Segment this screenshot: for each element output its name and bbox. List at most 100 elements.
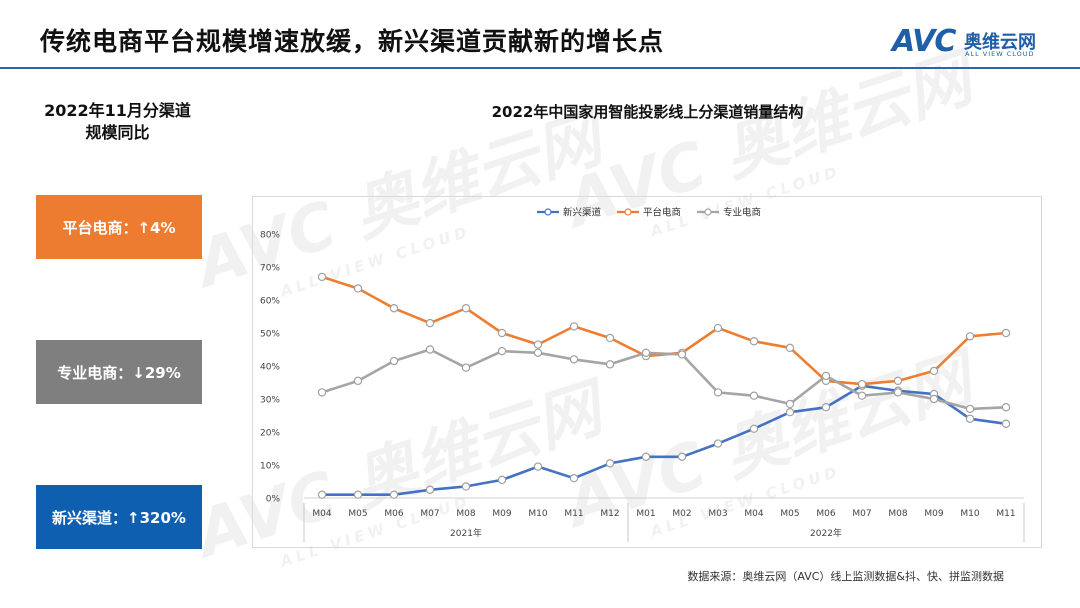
- data-point: [497, 346, 507, 356]
- data-point: [533, 348, 543, 357]
- header-divider: [0, 67, 1080, 69]
- data-point: [893, 376, 903, 386]
- y-tick-label: 40%: [260, 363, 280, 373]
- x-tick-label: M10: [528, 509, 547, 519]
- data-point: [605, 333, 615, 343]
- data-point: [677, 350, 687, 359]
- group-label: 2022年: [810, 527, 842, 539]
- data-point: [893, 388, 903, 397]
- x-tick-label: M06: [384, 509, 403, 519]
- x-tick-label: M08: [888, 509, 907, 519]
- data-point: [1001, 403, 1011, 412]
- y-tick-label: 20%: [260, 429, 280, 439]
- data-point: [641, 452, 651, 461]
- professional-ecommerce-box: 专业电商：↓29%: [36, 340, 202, 404]
- data-point: [389, 490, 399, 499]
- data-point: [497, 475, 507, 485]
- series-line: [320, 348, 1008, 411]
- data-point: [533, 462, 543, 471]
- x-tick-label: M08: [456, 509, 475, 519]
- data-point: [569, 474, 579, 483]
- data-point: [317, 388, 327, 397]
- data-point: [497, 328, 507, 338]
- data-point: [857, 391, 867, 400]
- data-point: [353, 284, 363, 293]
- data-point: [929, 366, 939, 376]
- y-tick-label: 70%: [260, 264, 280, 274]
- data-point: [461, 482, 471, 491]
- x-tick-label: M04: [312, 509, 331, 519]
- x-tick-label: M03: [708, 509, 727, 519]
- data-point: [1001, 328, 1011, 338]
- data-point: [749, 337, 759, 346]
- data-point: [857, 379, 867, 389]
- y-tick-label: 80%: [260, 231, 280, 241]
- data-source: 数据来源：奥维云网（AVC）线上监测数据&抖、快、拼监测数据: [687, 570, 1004, 583]
- series-line: [320, 384, 1008, 497]
- x-tick-label: M04: [744, 509, 763, 519]
- data-point: [749, 391, 759, 400]
- data-point: [785, 407, 795, 417]
- data-point: [317, 490, 327, 499]
- data-point: [821, 371, 831, 381]
- data-point: [569, 322, 579, 331]
- data-point: [821, 403, 831, 412]
- data-point: [713, 323, 723, 333]
- page-title: 传统电商平台规模增速放缓，新兴渠道贡献新的增长点: [40, 27, 665, 56]
- logo-en: ALL VIEW CLOUD: [965, 50, 1035, 58]
- data-point: [677, 452, 687, 461]
- y-tick-label: 0%: [266, 495, 281, 505]
- data-point: [605, 459, 615, 468]
- data-point: [353, 376, 363, 386]
- group-label: 2021年: [450, 527, 482, 539]
- x-tick-label: M09: [924, 509, 943, 519]
- y-tick-label: 50%: [260, 330, 280, 340]
- x-tick-label: M07: [852, 509, 871, 519]
- data-point: [461, 363, 471, 372]
- legend-label: 平台电商: [643, 207, 681, 219]
- chart-frame: [252, 196, 1042, 548]
- data-point: [965, 414, 975, 423]
- data-point: [785, 399, 795, 409]
- legend-label: 新兴渠道: [563, 207, 602, 219]
- data-point: [605, 360, 615, 369]
- legend-marker: [624, 208, 632, 216]
- x-tick-label: M07: [420, 509, 439, 519]
- x-tick-label: M11: [996, 509, 1015, 519]
- y-tick-label: 30%: [260, 396, 280, 406]
- legend-marker: [544, 208, 552, 216]
- x-tick-label: M10: [960, 509, 979, 519]
- data-point: [425, 485, 435, 494]
- data-point: [533, 340, 543, 349]
- chart-title: 2022年中国家用智能投影线上分渠道销量结构: [491, 103, 804, 121]
- data-point: [461, 304, 471, 313]
- data-point: [389, 304, 399, 313]
- data-point: [569, 355, 579, 364]
- x-tick-label: M06: [816, 509, 835, 519]
- logo-cn: 奥维云网: [964, 32, 1036, 53]
- data-point: [317, 272, 327, 282]
- y-tick-label: 10%: [260, 462, 280, 472]
- data-point: [965, 404, 975, 414]
- data-point: [713, 388, 723, 397]
- data-point: [749, 424, 759, 433]
- x-tick-label: M11: [564, 509, 583, 519]
- emerging-channel-box: 新兴渠道：↑320%: [36, 485, 202, 549]
- logo-mark: AVC: [892, 24, 956, 59]
- x-tick-label: M05: [780, 509, 799, 519]
- legend-label: 专业电商: [723, 207, 761, 219]
- x-tick-label: M05: [348, 509, 367, 519]
- data-point: [713, 439, 723, 448]
- data-point: [785, 343, 795, 353]
- x-tick-label: M12: [600, 509, 619, 519]
- y-tick-label: 60%: [260, 297, 280, 307]
- data-point: [929, 394, 939, 404]
- line-chart: 0% 10% 20% 30% 40% 50% 60% 70% 80% M04 M05 M06 M07 M0…: [260, 207, 1025, 542]
- data-point: [965, 332, 975, 341]
- data-point: [389, 356, 399, 366]
- x-tick-label: M01: [636, 509, 655, 519]
- data-point: [425, 345, 435, 354]
- data-point: [1001, 419, 1011, 428]
- data-point: [641, 348, 651, 357]
- side-heading: 2022年11月分渠道 规模同比: [44, 101, 191, 142]
